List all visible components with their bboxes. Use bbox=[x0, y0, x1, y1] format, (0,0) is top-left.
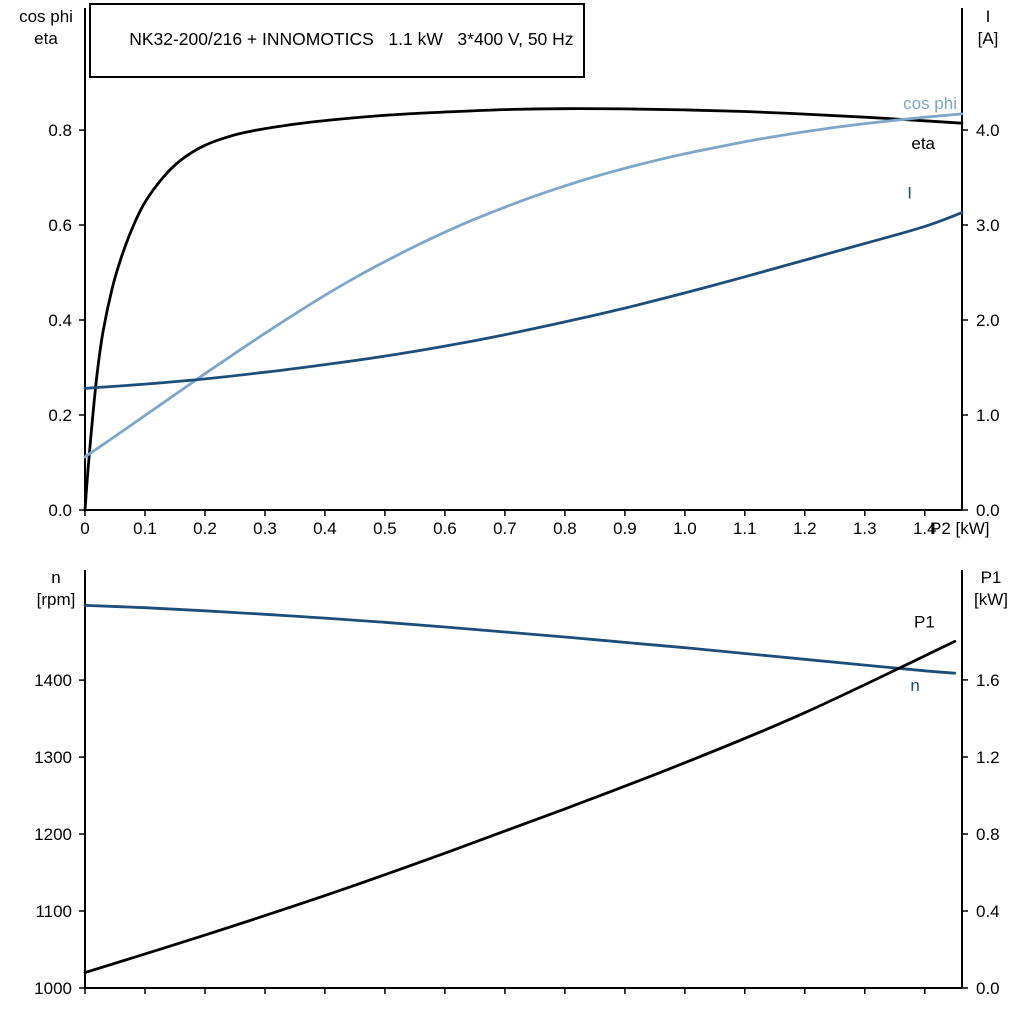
speed-power-canvas: 1000 1100 1200 1300 1400 0.0 0.4 0.8 1.2 1.6 n [rpm… bbox=[34, 568, 1008, 998]
x-tick-label: 0 bbox=[80, 519, 89, 538]
curve-label-i: I bbox=[907, 184, 912, 203]
curve-label-eta: eta bbox=[911, 134, 935, 153]
x-tick-label: 0.7 bbox=[493, 519, 517, 538]
x-tick-label: 1.0 bbox=[673, 519, 697, 538]
y-left-tick-label: 0.2 bbox=[48, 406, 72, 425]
curve-i bbox=[83, 211, 964, 390]
curve-label-n: n bbox=[910, 676, 919, 695]
speed-power-chart: 1000 1100 1200 1300 1400 0.0 0.4 0.8 1.2 1.6 n [rpm… bbox=[0, 545, 1024, 1024]
y-left-tick-label: 0.8 bbox=[48, 121, 72, 140]
y-left-tick-label: 1000 bbox=[34, 979, 72, 998]
x-tick-label: 0.2 bbox=[193, 519, 217, 538]
y-right-tick-label: 3.0 bbox=[976, 216, 1000, 235]
y-right-tick-label: 1.0 bbox=[976, 406, 1000, 425]
y-right-axis-title: I bbox=[986, 7, 991, 26]
curve-label-p1: P1 bbox=[914, 612, 935, 631]
y-right-axis-title: P1 bbox=[981, 568, 1002, 587]
motor-performance-chart: 0 0.1 0.2 0.3 0.4 0.5 0.6 0.7 0.8 0.9 1.0 1.1 1.2 1.3… bbox=[19, 3, 1000, 538]
curve-n bbox=[83, 604, 957, 675]
x-tick-label: 0.9 bbox=[613, 519, 637, 538]
y-right-axis-title: [A] bbox=[978, 29, 999, 48]
y-left-tick-label: 0.0 bbox=[48, 501, 72, 520]
y-left-axis-title: cos phi bbox=[19, 7, 73, 26]
y-left-tick-label: 1100 bbox=[35, 902, 72, 921]
y-left-tick-label: 0.6 bbox=[48, 216, 72, 235]
y-right-tick-label: 0.8 bbox=[976, 825, 1000, 844]
y-left-axis-title: eta bbox=[34, 29, 58, 48]
curve-cos-phi bbox=[83, 112, 964, 459]
y-left-axis-title: [rpm] bbox=[37, 590, 76, 609]
chart-title: NK32-200/216 + INNOMOTICS 1.1 kW 3*400 V… bbox=[129, 28, 574, 49]
x-tick-label: 0.8 bbox=[553, 519, 577, 538]
y-left-axis-title: n bbox=[51, 568, 60, 587]
y-right-tick-label: 0.0 bbox=[976, 979, 1000, 998]
y-right-tick-label: 1.2 bbox=[976, 748, 1000, 767]
chart-title-box: NK32-200/216 + INNOMOTICS 1.1 kW 3*400 V… bbox=[89, 3, 585, 78]
y-right-tick-label: 2.0 bbox=[976, 311, 1000, 330]
x-tick-label: 1.1 bbox=[733, 519, 757, 538]
x-tick-label: 1.3 bbox=[853, 519, 877, 538]
y-left-tick-label: 1400 bbox=[34, 671, 72, 690]
motor-performance-canvas: 0 0.1 0.2 0.3 0.4 0.5 0.6 0.7 0.8 0.9 1.0 1.1 1.2 1.3… bbox=[19, 7, 1000, 538]
y-left-tick-label: 0.4 bbox=[48, 311, 72, 330]
y-left-tick-label: 1200 bbox=[34, 825, 72, 844]
y-left-tick-label: 1300 bbox=[34, 748, 72, 767]
curve-label-cos-phi: cos phi bbox=[903, 94, 957, 113]
x-tick-label: 0.3 bbox=[253, 519, 277, 538]
x-tick-label: 1.2 bbox=[793, 519, 817, 538]
y-right-tick-label: 4.0 bbox=[976, 121, 1000, 140]
x-tick-label: 1.4 bbox=[913, 519, 937, 538]
x-tick-label: 0.4 bbox=[313, 519, 337, 538]
x-tick-label: 0.1 bbox=[133, 519, 157, 538]
y-right-axis-title: [kW] bbox=[974, 590, 1008, 609]
y-right-tick-label: 0.0 bbox=[976, 501, 1000, 520]
y-right-tick-label: 0.4 bbox=[976, 902, 1000, 921]
curve-eta bbox=[83, 107, 964, 512]
x-tick-label: 0.5 bbox=[373, 519, 397, 538]
x-axis-label: P2 [kW] bbox=[930, 519, 990, 538]
curve-p1 bbox=[83, 640, 957, 974]
x-tick-label: 0.6 bbox=[433, 519, 457, 538]
y-right-tick-label: 1.6 bbox=[976, 671, 1000, 690]
